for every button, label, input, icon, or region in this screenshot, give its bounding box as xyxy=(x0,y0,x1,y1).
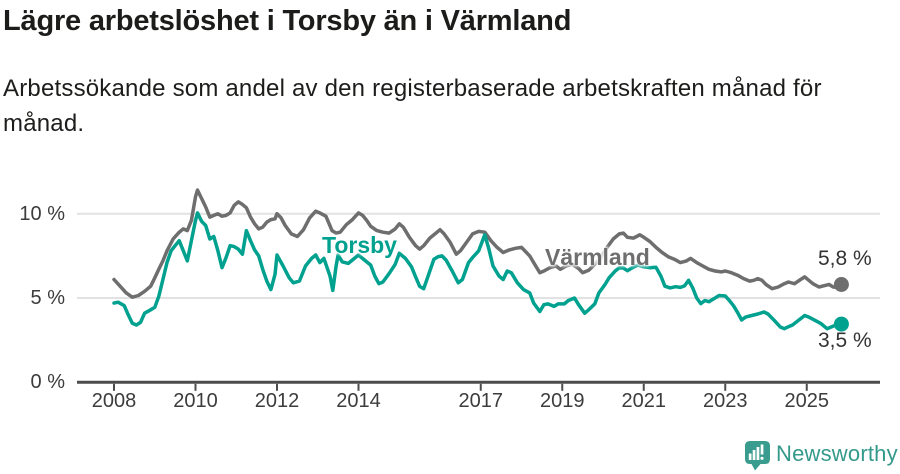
logo-exclamation-dot xyxy=(760,456,764,460)
x-axis-tick-label: 2012 xyxy=(254,390,300,412)
chart-subtitle-line-2: månad. xyxy=(3,110,85,137)
y-axis-tick-label: 5 % xyxy=(30,287,65,309)
y-axis-tick-label: 0 % xyxy=(30,371,65,394)
x-axis-tick-label: 2025 xyxy=(784,390,830,412)
x-axis-tick-label: 2010 xyxy=(173,390,218,412)
logo-bar-2 xyxy=(752,450,756,460)
x-axis xyxy=(77,380,880,391)
x-axis-tick-label: 2021 xyxy=(621,390,667,412)
end-value-label-torsby: 3,5 % xyxy=(818,329,872,352)
newsworthy-icon xyxy=(745,441,770,471)
series-label-torsby: Torsby xyxy=(322,232,397,258)
x-axis-tick-label: 2023 xyxy=(703,390,748,412)
chart-subtitle-line-1: Arbetssökande som andel av den registerb… xyxy=(3,75,822,102)
chart-subtitle: Arbetssökande som andel av den registerb… xyxy=(3,71,893,141)
series-end-dot-värmland xyxy=(833,277,849,292)
end-value-label-varmland: 5,8 % xyxy=(818,247,872,270)
series-end-dot-torsby xyxy=(833,316,849,332)
y-axis-labels: 0 % 5 % 10 % xyxy=(0,0,70,400)
logo-bar-3 xyxy=(756,447,760,460)
x-axis-tick-label: 2008 xyxy=(91,390,137,412)
logo-exclamation-bar xyxy=(760,444,764,455)
series-label-varmland: Värmland xyxy=(545,244,650,270)
x-axis-tick-label: 2014 xyxy=(336,390,381,412)
series-line-torsby xyxy=(112,211,844,331)
series-line-värmland xyxy=(112,188,844,299)
data-series-lines xyxy=(112,188,849,332)
x-axis-tick-label: 2019 xyxy=(540,390,585,412)
x-axis-tick-label: 2017 xyxy=(458,390,504,412)
chart-title: Lägre arbetslöshet i Torsby än i Värmlan… xyxy=(3,5,572,37)
x-axis-labels: 2008 2010 2012 2014 2017 2019 2021 2023 2025 xyxy=(0,390,900,416)
y-axis-tick-label: 10 % xyxy=(19,202,65,225)
gridlines xyxy=(77,212,880,299)
newsworthy-wordmark: Newsworthy xyxy=(776,441,898,466)
logo-bar-1 xyxy=(748,453,752,460)
